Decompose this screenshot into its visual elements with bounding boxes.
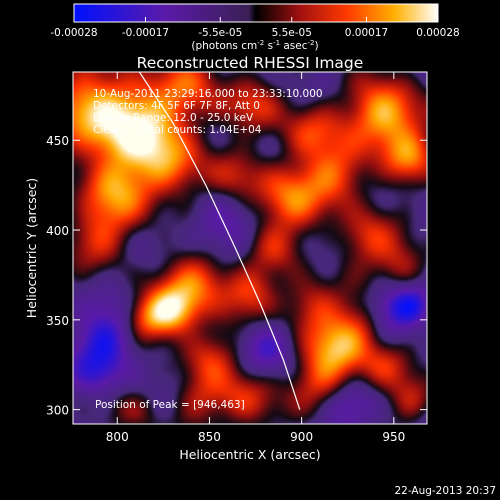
colorbar-tick-label: -0.00017 bbox=[122, 27, 169, 39]
x-tick-label: 850 bbox=[198, 430, 221, 444]
y-axis-label: Heliocentric Y (arcsec) bbox=[24, 178, 39, 318]
colorbar-unit-label: (photons cm-2 s-1 asec-2) bbox=[191, 39, 318, 52]
annotation-block: 10-Aug-2011 23:29:16.000 to 23:33:10.000… bbox=[93, 88, 323, 136]
x-axis-ticks: 800 850 900 950 bbox=[106, 72, 405, 444]
heatmap-image bbox=[73, 72, 427, 424]
y-axis-ticks: 300 350 400 450 bbox=[46, 134, 427, 418]
solar-limb-line bbox=[138, 72, 301, 410]
peak-position-label: Position of Peak = [946,463] bbox=[95, 399, 245, 411]
annotation-detectors: Detectors: 4F 5F 6F 7F 8F, Att 0 bbox=[93, 100, 260, 112]
chart-title: Reconstructed RHESSI Image bbox=[137, 54, 364, 72]
colorbar-tick-label: 0.00017 bbox=[345, 27, 388, 39]
y-tick-label: 450 bbox=[46, 134, 69, 148]
y-tick-label: 300 bbox=[46, 404, 69, 418]
colorbar-tick-label: -0.00028 bbox=[50, 27, 97, 39]
footer-timestamp: 22-Aug-2013 20:37 bbox=[394, 485, 496, 497]
x-tick-label: 800 bbox=[106, 430, 129, 444]
colorbar-tick-label: -5.5e-05 bbox=[198, 27, 242, 39]
colorbar bbox=[73, 3, 439, 23]
colorbar-tick-label: 0.00028 bbox=[416, 27, 459, 39]
x-tick-label: 900 bbox=[290, 430, 313, 444]
colorbar-tick-label: 5.5e-05 bbox=[272, 27, 312, 39]
plot-frame bbox=[72, 71, 428, 425]
y-tick-label: 400 bbox=[46, 224, 69, 238]
x-axis-label: Heliocentric X (arcsec) bbox=[179, 447, 320, 462]
colorbar-ticks: -0.00028 -0.00017 -5.5e-05 5.5e-05 0.00017 0.… bbox=[50, 17, 460, 39]
annotation-total-counts: Clean Total counts: 1.04E+04 bbox=[93, 124, 262, 136]
annotation-time-range: 10-Aug-2011 23:29:16.000 to 23:33:10.000 bbox=[93, 88, 323, 100]
y-tick-label: 350 bbox=[46, 314, 69, 328]
x-tick-label: 950 bbox=[382, 430, 405, 444]
annotation-energy-range: Energy Range: 12.0 - 25.0 keV bbox=[93, 112, 254, 124]
